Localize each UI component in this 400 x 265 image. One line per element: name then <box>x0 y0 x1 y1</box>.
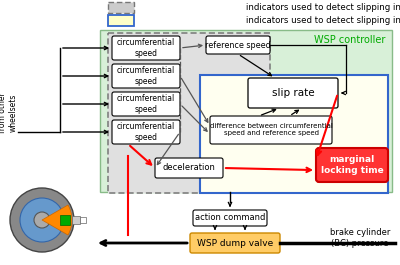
Text: WSP dump valve: WSP dump valve <box>197 238 273 248</box>
Bar <box>108 15 134 26</box>
Text: slip rate: slip rate <box>272 88 314 98</box>
Bar <box>72 216 80 224</box>
Bar <box>108 33 270 193</box>
FancyBboxPatch shape <box>316 148 388 182</box>
FancyBboxPatch shape <box>248 78 338 108</box>
Text: circumferential
speed: circumferential speed <box>117 94 175 114</box>
Text: action command: action command <box>195 214 265 223</box>
Text: WSP controller: WSP controller <box>314 35 385 45</box>
Wedge shape <box>42 205 72 235</box>
FancyBboxPatch shape <box>112 64 180 88</box>
FancyBboxPatch shape <box>193 210 267 226</box>
Bar <box>80 217 86 223</box>
FancyBboxPatch shape <box>112 92 180 116</box>
Bar <box>200 75 388 193</box>
Text: reference speed: reference speed <box>205 41 271 50</box>
Text: indicators used to detect slipping in the proposed WSP: indicators used to detect slipping in th… <box>246 16 400 25</box>
Circle shape <box>10 188 74 252</box>
Bar <box>60 215 70 225</box>
Circle shape <box>20 198 64 242</box>
Text: circumferential
speed: circumferential speed <box>117 122 175 142</box>
Text: from other
wheelsets: from other wheelsets <box>0 93 18 133</box>
Text: difference between circumferential
speed and reference speed: difference between circumferential speed… <box>210 123 332 136</box>
FancyBboxPatch shape <box>210 116 332 144</box>
FancyBboxPatch shape <box>112 36 180 60</box>
FancyBboxPatch shape <box>112 120 180 144</box>
FancyBboxPatch shape <box>190 233 280 253</box>
FancyBboxPatch shape <box>206 36 270 54</box>
Bar <box>108 2 134 13</box>
Circle shape <box>34 212 50 228</box>
Text: indicators used to detect slipping in existing WSP: indicators used to detect slipping in ex… <box>246 3 400 12</box>
Text: circumferential
speed: circumferential speed <box>117 66 175 86</box>
Bar <box>100 30 392 192</box>
Text: marginal
locking time: marginal locking time <box>321 155 383 175</box>
FancyBboxPatch shape <box>155 158 223 178</box>
Text: circumferential
speed: circumferential speed <box>117 38 175 58</box>
Text: deceleration: deceleration <box>162 164 216 173</box>
Text: brake cylinder
(BC) pressure: brake cylinder (BC) pressure <box>330 228 390 248</box>
